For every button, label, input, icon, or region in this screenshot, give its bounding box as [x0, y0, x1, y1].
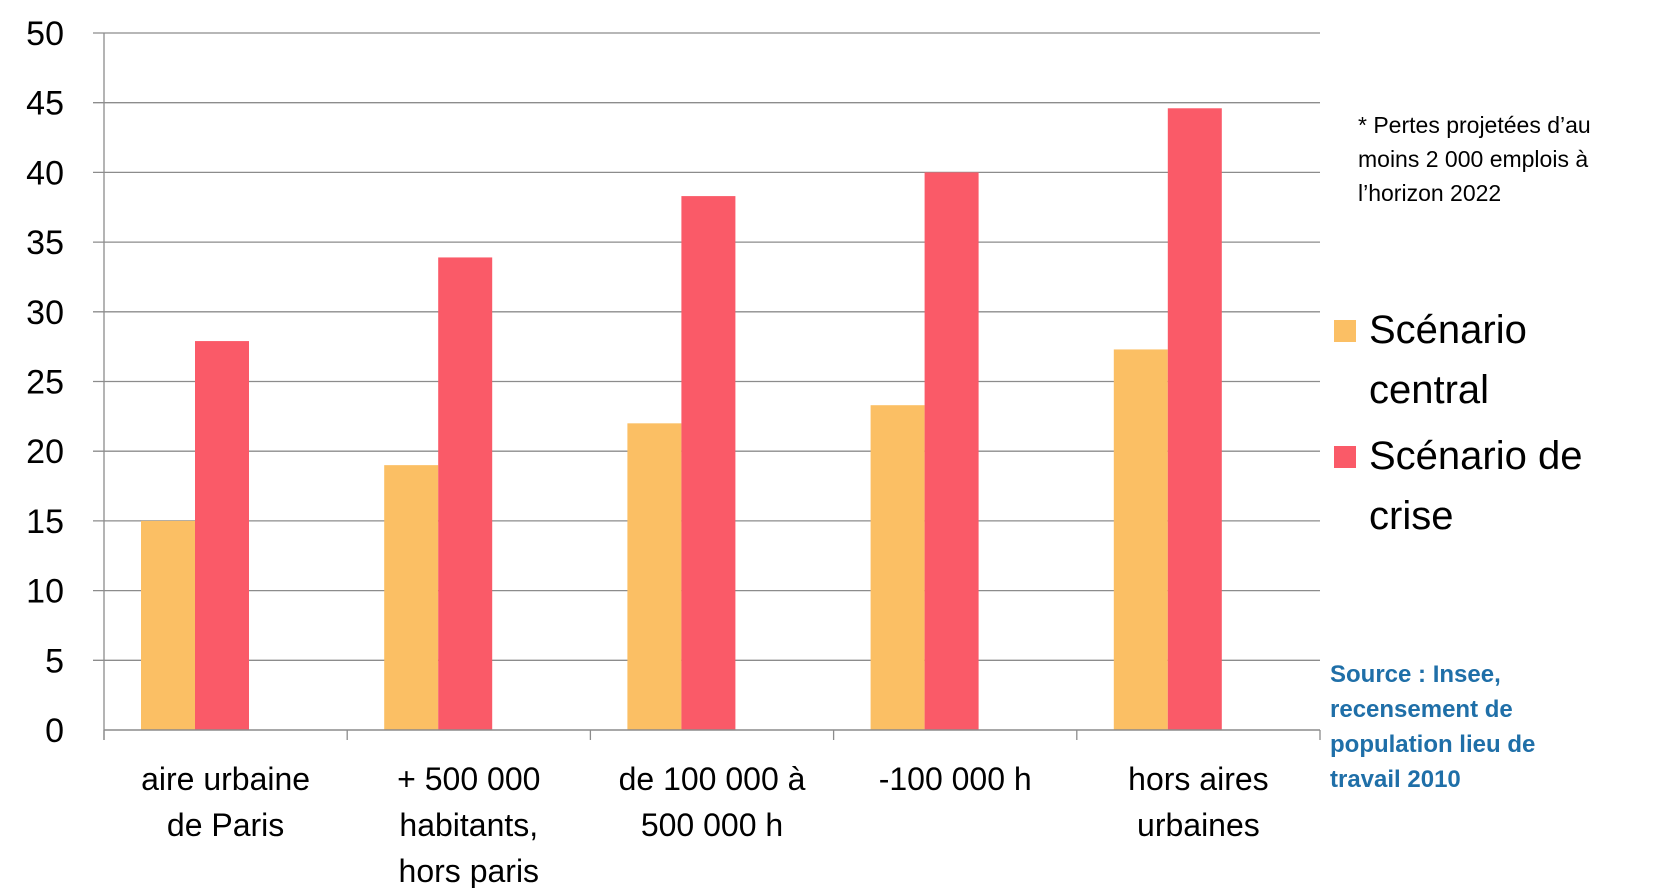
y-tick-label: 20: [26, 433, 64, 471]
y-tick-label: 5: [45, 642, 64, 680]
x-category-label: + 500 000 habitants, hors paris: [397, 761, 540, 888]
x-category-label-line: -100 000 h: [879, 761, 1032, 797]
legend: Scénario central Scénario de crise: [1334, 300, 1582, 552]
x-category-label-line: urbaines: [1137, 807, 1260, 843]
footnote-line: moins 2 000 emplois à: [1358, 146, 1589, 172]
x-category-label: aire urbaine de Paris: [141, 761, 310, 843]
bar: [195, 341, 249, 730]
legend-label-line: Scénario de: [1369, 434, 1583, 478]
x-category-label: -100 000 h: [879, 761, 1032, 797]
y-axis-ticks: 0 5 10 15 20 25 30 35 40 45 50: [26, 15, 64, 750]
source-line: travail 2010: [1330, 766, 1461, 793]
x-category-label-line: de Paris: [167, 807, 284, 843]
bar: [438, 257, 493, 730]
legend-swatch-central: [1334, 320, 1356, 342]
legend-item-crise: Scénario de crise: [1334, 426, 1582, 546]
legend-label-line: Scénario: [1369, 308, 1527, 352]
y-tick-label: 50: [26, 15, 64, 53]
legend-item-central: Scénario central: [1334, 300, 1582, 420]
bar: [1167, 108, 1222, 730]
bar: [924, 172, 979, 730]
x-axis: [103, 33, 1321, 740]
x-category-label: hors aires urbaines: [1128, 761, 1269, 843]
footnote-line: * Pertes projetées d’au: [1358, 112, 1591, 138]
source-line: recensement de: [1330, 696, 1513, 723]
x-category-label-line: de 100 000 à: [619, 761, 806, 797]
legend-label-line: crise: [1369, 494, 1454, 538]
footnote: * Pertes projetées d’au moins 2 000 empl…: [1358, 108, 1658, 210]
y-tick-label: 10: [26, 573, 64, 611]
bar: [870, 405, 925, 730]
x-category-label-line: habitants,: [399, 807, 538, 843]
source-line: Source : Insee,: [1330, 661, 1501, 688]
y-tick-label: 25: [26, 364, 64, 402]
legend-label-central: Scénario central: [1369, 300, 1527, 420]
bar: [627, 423, 682, 730]
bar: [141, 520, 195, 730]
x-category-label-line: hors paris: [399, 853, 540, 888]
x-category-label-line: aire urbaine: [141, 761, 310, 797]
source-note: Source : Insee, recensement de populatio…: [1330, 657, 1660, 797]
x-category-label: de 100 000 à 500 000 h: [619, 761, 806, 843]
y-tick-label: 45: [26, 85, 64, 123]
legend-label-crise: Scénario de crise: [1369, 426, 1582, 546]
bar: [681, 196, 736, 730]
legend-swatch-crise: [1334, 446, 1356, 468]
y-tick-label: 35: [26, 224, 64, 262]
y-tick-label: 0: [45, 712, 64, 750]
y-tick-label: 30: [26, 294, 64, 332]
x-category-label-line: hors aires: [1128, 761, 1269, 797]
x-category-label-line: + 500 000: [397, 761, 540, 797]
y-tick-label: 15: [26, 503, 64, 541]
footnote-line: l’horizon 2022: [1358, 180, 1502, 206]
y-tick-label: 40: [26, 154, 64, 192]
legend-label-line: central: [1369, 368, 1490, 412]
bars: [141, 108, 1222, 730]
x-axis-labels: aire urbaine de Paris + 500 000 habitants, h…: [141, 761, 1269, 888]
bar: [1113, 349, 1168, 730]
bar: [384, 465, 439, 730]
x-category-label-line: 500 000 h: [641, 807, 783, 843]
source-line: population lieu de: [1330, 731, 1536, 758]
